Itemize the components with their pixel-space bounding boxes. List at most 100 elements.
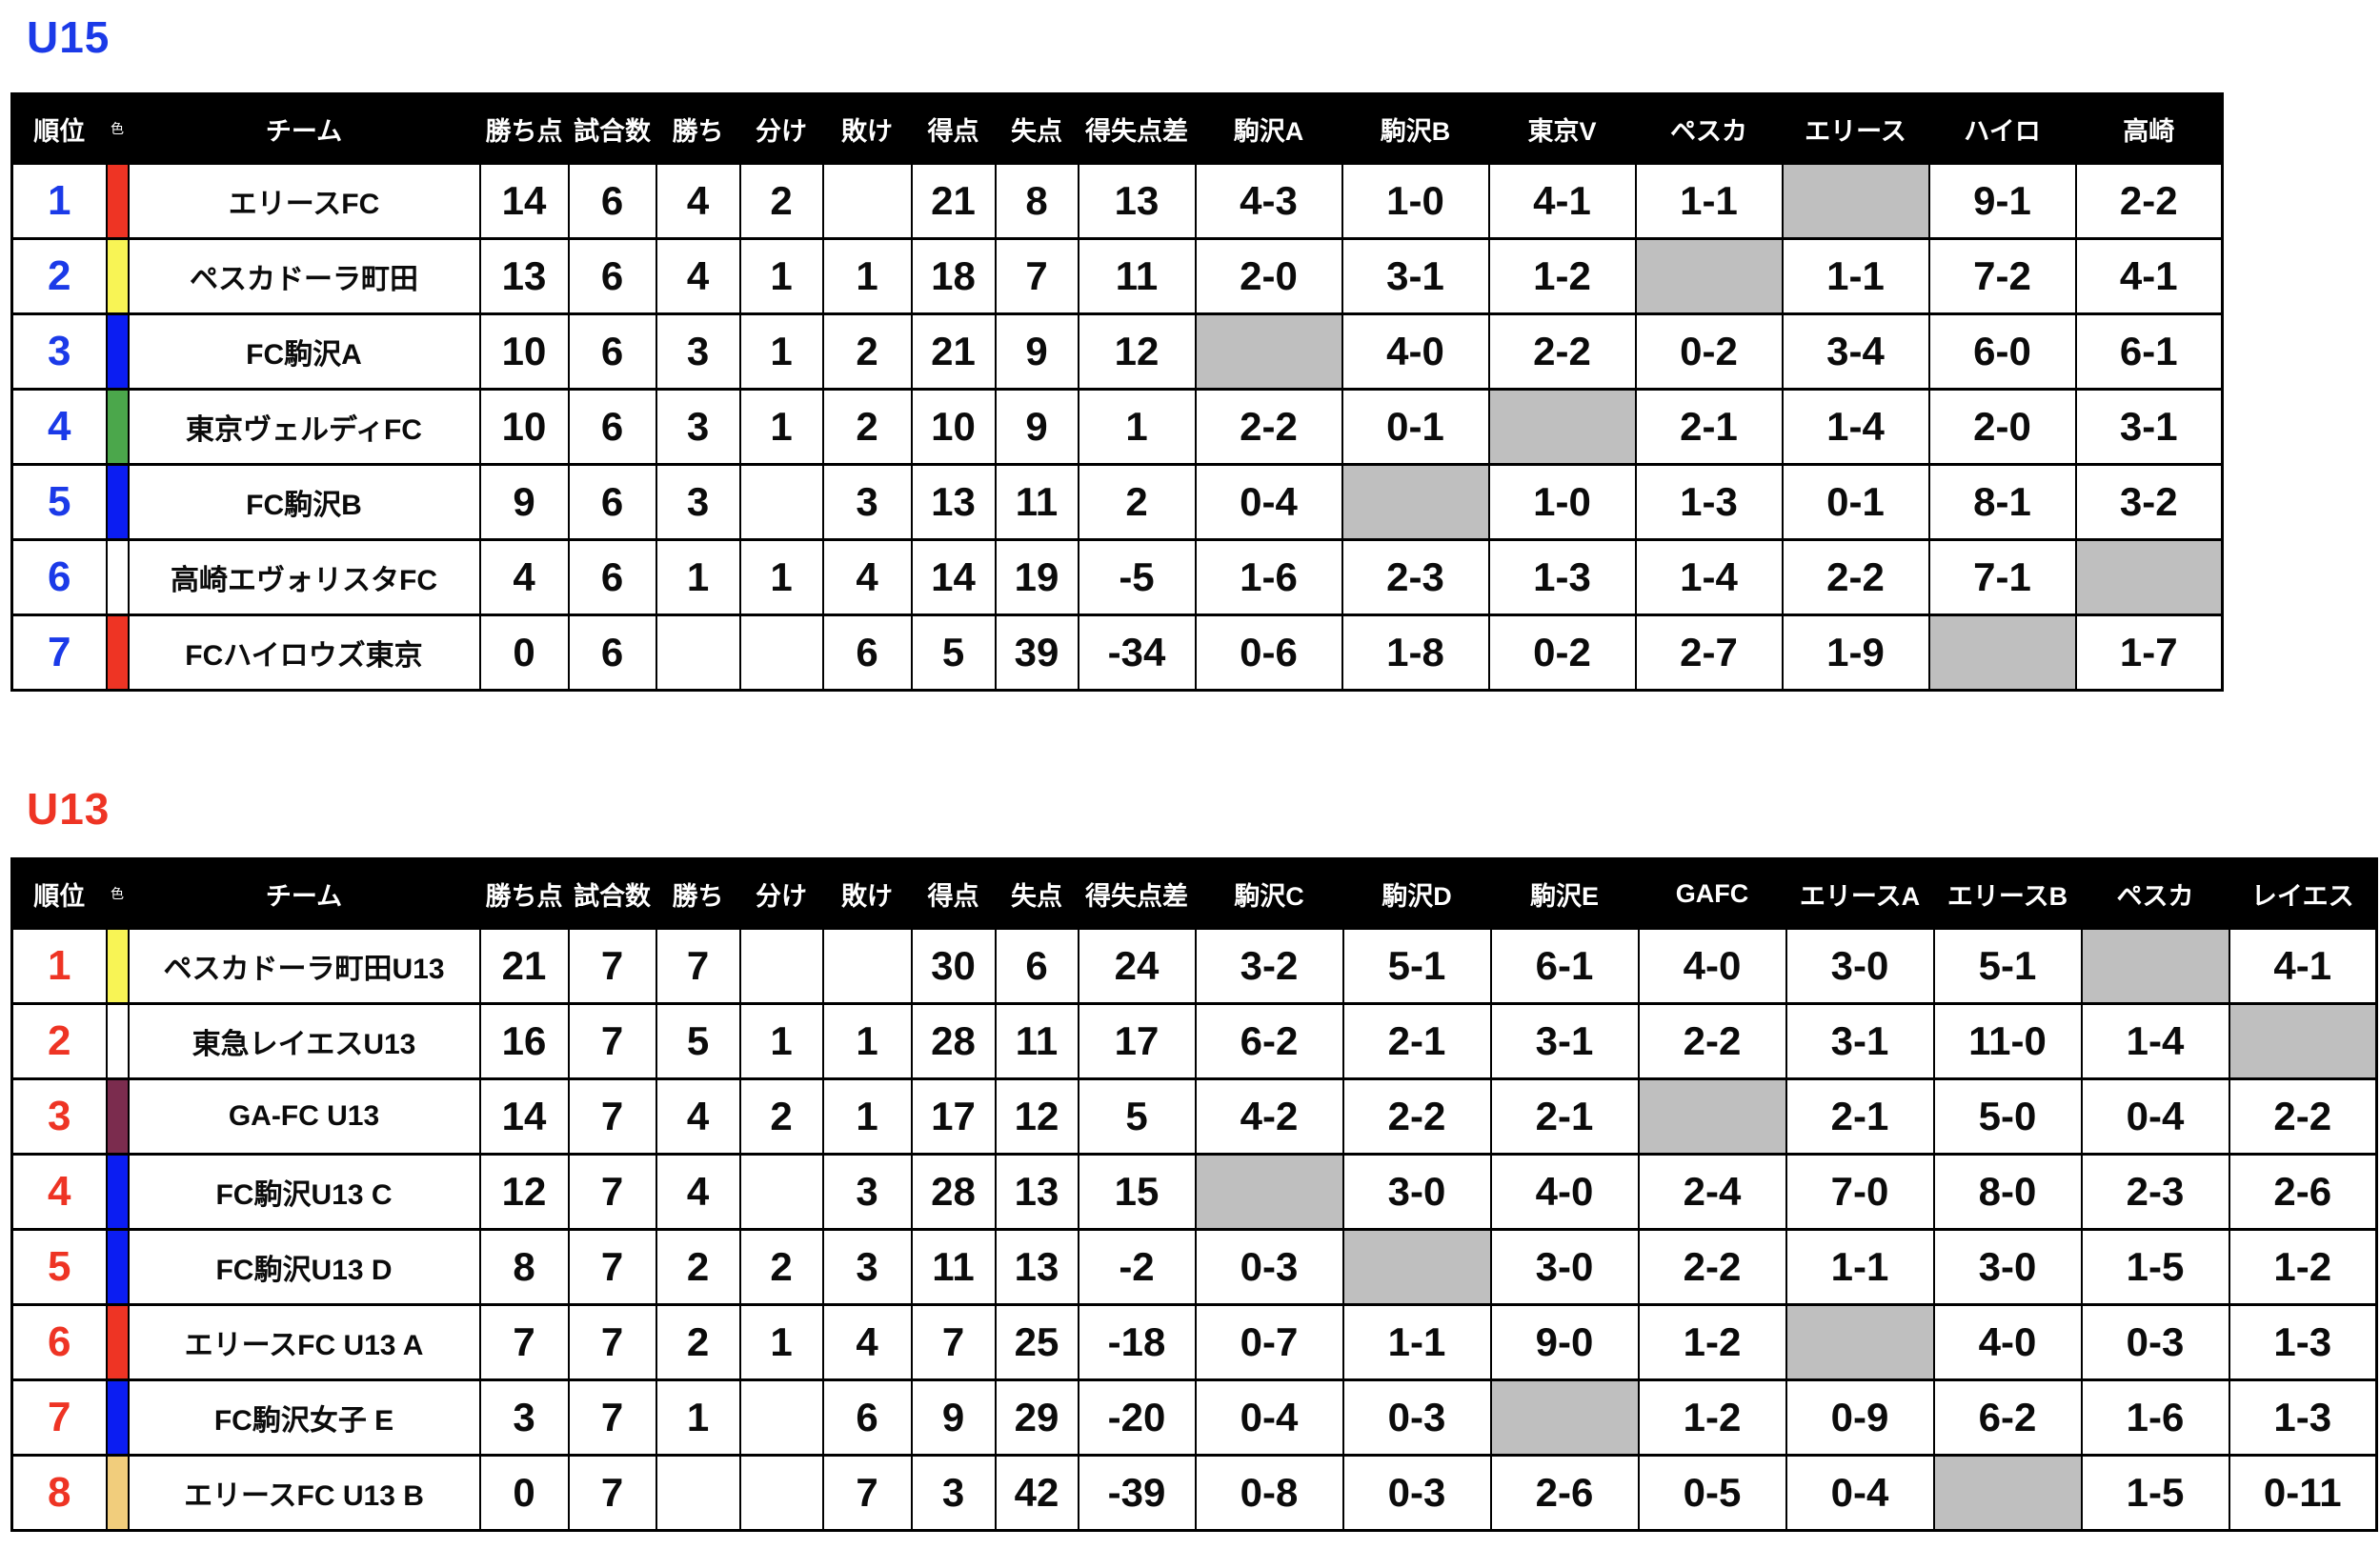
team-row: 8 エリースFC U13 B 0 7 7 3 42 -39 0-8 0-3 2-6 0-5 0-4 1-5…: [10, 1454, 2378, 1532]
stat-cell-0: 10: [478, 388, 570, 466]
stat-cell-3: 1: [738, 312, 824, 391]
team-row: 3 GA-FC U13 14 7 4 2 1 17 12 5 4-2 2-2 2-1 2-1 5-0 0-4 2…: [10, 1077, 2378, 1156]
team-color-swatch: [105, 1153, 130, 1231]
stat-cell-5: 10: [910, 388, 997, 466]
stat-cell-7: 15: [1077, 1153, 1197, 1231]
result-cell-6: 4-1: [2074, 237, 2224, 315]
stat-cell-3: 1: [738, 538, 824, 616]
result-cell-2: 2-2: [1487, 312, 1637, 391]
result-cell-0: 2-0: [1194, 237, 1343, 315]
stat-cell-6: 13: [994, 1153, 1079, 1231]
result-cell-5: 9-1: [1927, 162, 2077, 240]
team-column-header: チーム: [127, 92, 481, 165]
opponent-column-header-3: ペスカ: [1634, 92, 1784, 165]
result-cell-6: 3-2: [2074, 463, 2224, 541]
stat-cell-3: 2: [738, 162, 824, 240]
stat-cell-6: 42: [994, 1454, 1079, 1532]
opponent-column-header-2: 駒沢E: [1489, 857, 1640, 930]
stat-cell-1: 6: [567, 388, 657, 466]
result-cell-6: 6-1: [2074, 312, 2224, 391]
result-cell-1: 2-2: [1341, 1077, 1492, 1156]
result-cell-3: 2-2: [1637, 1002, 1787, 1080]
stat-cell-4: 2: [821, 388, 913, 466]
result-cell-6: 1-4: [2080, 1002, 2230, 1080]
stat-cell-0: 13: [478, 237, 570, 315]
stat-cell-4: 4: [821, 1303, 913, 1381]
stat-cell-1: 7: [567, 1454, 657, 1532]
result-cell-1: 0-3: [1341, 1378, 1492, 1457]
stat-cell-5: 5: [910, 614, 997, 692]
stat-cell-0: 3: [478, 1378, 570, 1457]
team-row: 4 FC駒沢U13 C 12 7 4 3 28 13 15 3-0 4-0 2-4 7-0 8-0 2-3 2…: [10, 1153, 2378, 1231]
stat-cell-6: 11: [994, 1002, 1079, 1080]
stat-cell-4: [821, 162, 913, 240]
team-row: 6 エリースFC U13 A 7 7 2 1 4 7 25 -18 0-7 1-1 9-0 1-2 4-0 0…: [10, 1303, 2378, 1381]
team-name-cell: FCハイロウズ東京: [127, 614, 481, 692]
stat-cell-2: 2: [655, 1303, 741, 1381]
team-name-cell: 東京ヴェルディFC: [127, 388, 481, 466]
opponent-column-header-5: エリースB: [1932, 857, 2083, 930]
team-color-swatch: [105, 1378, 130, 1457]
rank-cell: 3: [10, 312, 108, 391]
result-cell-5: 3-0: [1932, 1228, 2083, 1306]
stat-cell-4: [821, 927, 913, 1005]
result-cell-3: 1-2: [1637, 1303, 1787, 1381]
result-cell-1: 0-1: [1341, 388, 1490, 466]
stat-cell-0: 7: [478, 1303, 570, 1381]
diagonal-cell: [1781, 162, 1930, 240]
stat-cell-2: [655, 1454, 741, 1532]
rank-cell: 1: [10, 162, 108, 240]
stat-cell-7: -18: [1077, 1303, 1197, 1381]
stat-cell-5: 30: [910, 927, 997, 1005]
result-cell-1: 1-8: [1341, 614, 1490, 692]
rank-cell: 5: [10, 1228, 108, 1306]
result-cell-1: 3-0: [1341, 1153, 1492, 1231]
stat-column-header-1: 試合数: [567, 857, 657, 930]
team-row: 3 FC駒沢A 10 6 3 1 2 21 9 12 4-0 2-2 0-2 3-4 6-0 6-1: [10, 312, 2224, 391]
stat-cell-0: 14: [478, 1077, 570, 1156]
result-cell-0: 0-8: [1194, 1454, 1344, 1532]
result-cell-2: 0-2: [1487, 614, 1637, 692]
team-name-cell: エリースFC U13 B: [127, 1454, 481, 1532]
stat-column-header-0: 勝ち点: [478, 92, 570, 165]
team-color-swatch: [105, 388, 130, 466]
result-cell-6: 3-1: [2074, 388, 2224, 466]
team-column-header: チーム: [127, 857, 481, 930]
stat-cell-4: 3: [821, 463, 913, 541]
diagonal-cell: [1785, 1303, 1935, 1381]
stat-cell-1: 6: [567, 162, 657, 240]
result-cell-5: 11-0: [1932, 1002, 2083, 1080]
result-cell-4: 0-4: [1785, 1454, 1935, 1532]
result-cell-1: 2-3: [1341, 538, 1490, 616]
stat-cell-5: 14: [910, 538, 997, 616]
team-name-cell: エリースFC U13 A: [127, 1303, 481, 1381]
stat-cell-4: 3: [821, 1228, 913, 1306]
stat-cell-3: [738, 1454, 824, 1532]
stat-column-header-2: 勝ち: [655, 92, 741, 165]
team-row: 2 東急レイエスU13 16 7 5 1 1 28 11 17 6-2 2-1 3-1 2-2 3-1 11-…: [10, 1002, 2378, 1080]
result-cell-1: 1-0: [1341, 162, 1490, 240]
rank-cell: 4: [10, 388, 108, 466]
stat-cell-6: 8: [994, 162, 1079, 240]
result-cell-5: 8-0: [1932, 1153, 2083, 1231]
stat-cell-0: 4: [478, 538, 570, 616]
stat-cell-0: 0: [478, 614, 570, 692]
color-column-header: 色: [105, 857, 130, 930]
team-color-swatch: [105, 1077, 130, 1156]
diagonal-cell: [1194, 1153, 1344, 1231]
team-row: 4 東京ヴェルディFC 10 6 3 1 2 10 9 1 2-2 0-1 2-1 1-4 2-0 3-1: [10, 388, 2224, 466]
stat-cell-5: 9: [910, 1378, 997, 1457]
u13-league-title: U13: [27, 784, 111, 834]
team-name-cell: ペスカドーラ町田: [127, 237, 481, 315]
result-cell-2: 9-0: [1489, 1303, 1640, 1381]
diagonal-cell: [1487, 388, 1637, 466]
stat-cell-7: -5: [1077, 538, 1197, 616]
diagonal-cell: [1932, 1454, 2083, 1532]
stat-cell-0: 10: [478, 312, 570, 391]
stat-column-header-6: 失点: [994, 92, 1079, 165]
stat-cell-1: 7: [567, 1228, 657, 1306]
result-cell-5: 5-1: [1932, 927, 2083, 1005]
result-cell-3: 1-2: [1637, 1378, 1787, 1457]
result-cell-4: 3-4: [1781, 312, 1930, 391]
stat-column-header-5: 得点: [910, 857, 997, 930]
